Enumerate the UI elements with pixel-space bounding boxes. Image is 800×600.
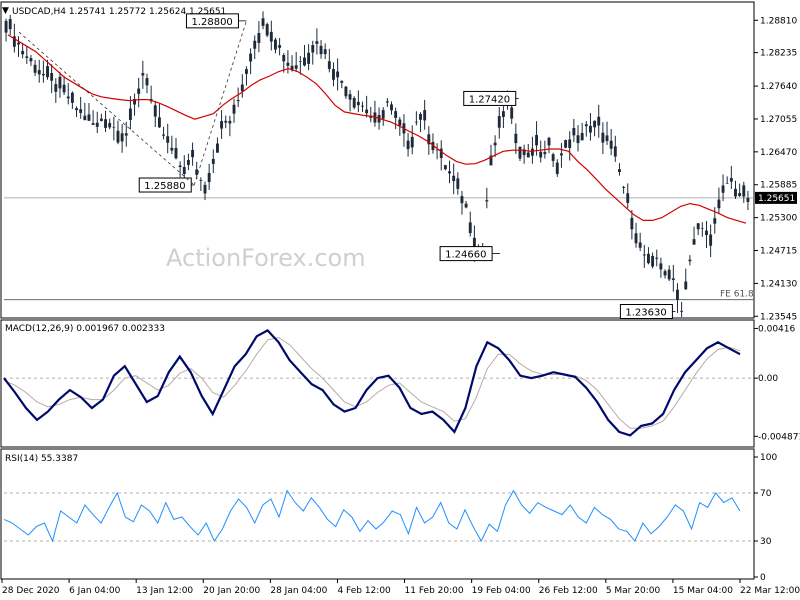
macd-main-line xyxy=(3,329,741,437)
price-annotation-label: 1.28800 xyxy=(191,17,232,28)
price-annotation-label: 1.25880 xyxy=(144,181,185,192)
price-tick-label: 1.27055 xyxy=(760,115,797,125)
price-tick-label: 1.25885 xyxy=(760,181,797,191)
price-annotation-label: 1.27420 xyxy=(469,94,510,105)
main-header: USDCAD,H4 1.25741 1.25772 1.25624 1.2565… xyxy=(12,7,226,17)
time-tick-label: 19 Feb 04:00 xyxy=(472,586,531,596)
time-tick-label: 5 Mar 20:00 xyxy=(606,586,661,596)
price-tick-label: 1.26470 xyxy=(760,148,797,158)
current-price-box xyxy=(755,191,797,204)
price-annotation-label: 1.23630 xyxy=(625,308,666,319)
current-price-label: 1.25651 xyxy=(758,194,795,204)
macd-header: MACD(12,26,9) 0.001967 0.002333 xyxy=(5,324,165,334)
time-tick-label: 26 Feb 12:00 xyxy=(539,586,598,596)
rsi-tick-label: 0 xyxy=(760,573,766,583)
price-tick-label: 1.23545 xyxy=(760,312,797,322)
price-tick-label: 1.24715 xyxy=(760,247,797,257)
price-tick-label: 1.25300 xyxy=(760,214,797,224)
watermark: ActionForex.com xyxy=(166,244,366,272)
rsi-panel-frame xyxy=(0,448,755,580)
time-tick-label: 15 Mar 04:00 xyxy=(673,586,733,596)
time-tick-label: 6 Jan 04:00 xyxy=(69,586,121,596)
rsi-tick-label: 30 xyxy=(760,537,772,547)
rsi-tick-label: 70 xyxy=(760,489,772,499)
rsi-header: RSI(14) 55.3387 xyxy=(5,454,78,464)
rsi-line xyxy=(3,489,741,543)
fibonacci-projection-line xyxy=(18,31,195,186)
time-tick-label: 28 Dec 2020 xyxy=(2,586,60,596)
price-tick-label: 1.24130 xyxy=(760,279,797,289)
fe-level-label: FE 61.8 xyxy=(720,290,754,300)
fibonacci-projection-line xyxy=(193,20,247,186)
price-tick-label: 1.27640 xyxy=(760,82,797,92)
time-tick-label: 20 Jan 20:00 xyxy=(203,586,260,596)
price-tick-label: 1.28810 xyxy=(760,16,797,26)
time-tick-label: 11 Feb 20:00 xyxy=(405,586,464,596)
macd-signal-line xyxy=(3,336,741,429)
price-annotation-label: 1.24660 xyxy=(445,250,486,261)
macd-tick-label: 0.00416 xyxy=(758,324,795,334)
moving-average-line xyxy=(7,34,747,224)
time-tick-label: 4 Feb 12:00 xyxy=(337,586,391,596)
macd-tick-label: -0.004871 xyxy=(758,432,800,442)
macd-panel-frame xyxy=(0,319,755,448)
rsi-tick-label: 100 xyxy=(760,453,777,463)
time-tick-label: 28 Jan 04:00 xyxy=(270,586,327,596)
time-tick-label: 13 Jan 12:00 xyxy=(136,586,193,596)
main-panel-frame xyxy=(0,1,755,319)
time-tick-label: 22 Mar 12:00 xyxy=(740,586,800,596)
dropdown-arrow-icon[interactable]: ▼ xyxy=(2,6,9,16)
macd-tick-label: 0.00 xyxy=(758,374,778,384)
price-tick-label: 1.28235 xyxy=(760,49,797,59)
